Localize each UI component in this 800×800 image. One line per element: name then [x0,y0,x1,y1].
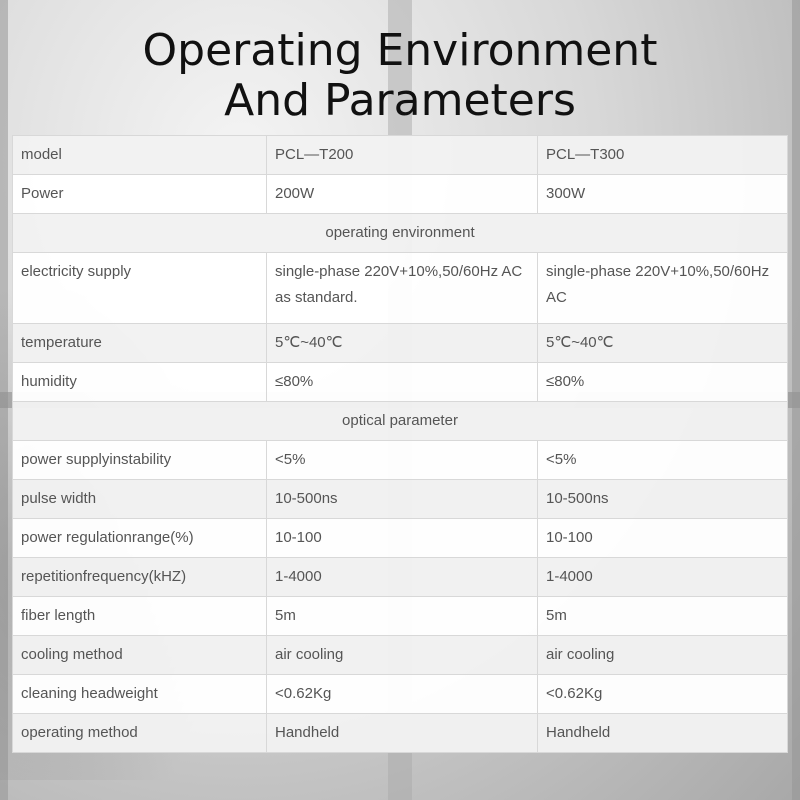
table-row: humidity ≤80% ≤80% [12,362,788,402]
section-header-row: operating environment [12,213,788,253]
pcl-t200-value: 5m [266,596,538,636]
table-row: temperature 5℃~40℃ 5℃~40℃ [12,323,788,363]
background-window-frame [0,0,8,800]
background-window-frame [792,0,800,800]
pcl-t300-value: 1-4000 [537,557,788,597]
section-header-row: optical parameter [12,401,788,441]
pcl-t300-value: PCL—T300 [537,135,788,175]
table-row: repetitionfrequency(kHZ) 1-4000 1-4000 [12,557,788,597]
pcl-t200-value: <5% [266,440,538,480]
table-row: fiber length 5m 5m [12,596,788,636]
parameter-name: operating method [12,713,267,753]
parameter-name: cooling method [12,635,267,675]
table-row: cooling method air cooling air cooling [12,635,788,675]
parameter-name: electricity supply [12,252,267,324]
table-row: operating method Handheld Handheld [12,713,788,753]
section-title: operating environment [12,213,788,253]
pcl-t200-value: Handheld [266,713,538,753]
pcl-t300-value: 10-500ns [537,479,788,519]
pcl-t200-value: 10-500ns [266,479,538,519]
parameters-table: model PCL—T200 PCL—T300 Power 200W 300W operat… [12,135,788,753]
pcl-t300-value: 10-100 [537,518,788,558]
title-line-2: And Parameters [224,75,576,126]
parameter-name: cleaning headweight [12,674,267,714]
pcl-t200-value: 1-4000 [266,557,538,597]
table-row: cleaning headweight <0.62Kg <0.62Kg [12,674,788,714]
pcl-t200-value: 200W [266,174,538,214]
pcl-t200-value: 5℃~40℃ [266,323,538,363]
pcl-t300-value: air cooling [537,635,788,675]
section-title: optical parameter [12,401,788,441]
parameter-name: fiber length [12,596,267,636]
pcl-t200-value: air cooling [266,635,538,675]
parameter-name: pulse width [12,479,267,519]
pcl-t300-value: ≤80% [537,362,788,402]
parameter-name: model [12,135,267,175]
parameter-name: power regulationrange(%) [12,518,267,558]
pcl-t200-value: PCL—T200 [266,135,538,175]
pcl-t200-value: single-phase 220V+10%,50/60Hz AC as stan… [266,252,538,324]
table-row: electricity supply single-phase 220V+10%,… [12,252,788,324]
pcl-t300-value: <0.62Kg [537,674,788,714]
pcl-t200-value: ≤80% [266,362,538,402]
pcl-t200-value: <0.62Kg [266,674,538,714]
pcl-t300-value: single-phase 220V+10%,50/60Hz AC [537,252,788,324]
parameter-name: temperature [12,323,267,363]
title-line-1: Operating Environment [142,25,658,76]
table-row: power supplyinstability <5% <5% [12,440,788,480]
parameter-name: humidity [12,362,267,402]
parameter-name: Power [12,174,267,214]
table-row: power regulationrange(%) 10-100 10-100 [12,518,788,558]
table-row: model PCL—T200 PCL—T300 [12,135,788,175]
pcl-t300-value: 5m [537,596,788,636]
pcl-t300-value: Handheld [537,713,788,753]
pcl-t300-value: 300W [537,174,788,214]
parameter-name: power supplyinstability [12,440,267,480]
pcl-t300-value: <5% [537,440,788,480]
parameter-name: repetitionfrequency(kHZ) [12,557,267,597]
table-row: pulse width 10-500ns 10-500ns [12,479,788,519]
table-row: Power 200W 300W [12,174,788,214]
page-title: Operating Environment And Parameters [0,26,800,126]
pcl-t200-value: 10-100 [266,518,538,558]
pcl-t300-value: 5℃~40℃ [537,323,788,363]
